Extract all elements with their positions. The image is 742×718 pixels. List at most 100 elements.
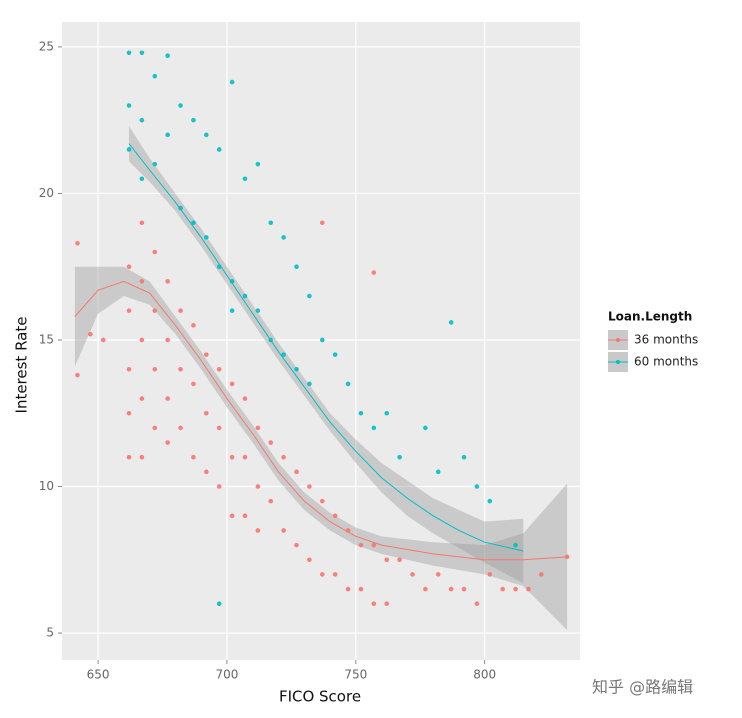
x-tick-label: 750 — [344, 668, 367, 682]
point — [242, 396, 248, 401]
point — [191, 381, 196, 387]
point — [216, 601, 222, 607]
x-axis-label: FICO Score — [279, 688, 361, 706]
legend-dot — [616, 338, 620, 342]
point — [255, 528, 261, 533]
point — [126, 366, 132, 372]
point — [294, 542, 299, 548]
point — [487, 498, 493, 504]
point — [139, 279, 145, 284]
point — [191, 323, 196, 328]
y-tick-label: 15 — [39, 332, 54, 346]
point — [165, 53, 170, 59]
point — [319, 337, 325, 343]
legend-label: 36 months — [634, 333, 698, 347]
legend-dot — [616, 360, 620, 364]
point — [100, 337, 106, 343]
point — [126, 147, 132, 152]
point — [242, 176, 248, 182]
point — [513, 542, 518, 548]
smooth-line — [74, 280, 568, 561]
point — [307, 557, 312, 563]
point — [526, 586, 531, 592]
y-tick-label: 20 — [39, 186, 54, 200]
point — [139, 454, 145, 460]
point — [294, 366, 299, 372]
y-tick-label: 10 — [39, 479, 54, 493]
point — [178, 366, 183, 372]
x-tick-label: 800 — [473, 668, 496, 682]
point — [281, 235, 286, 240]
point — [255, 161, 261, 167]
point — [178, 425, 183, 431]
point — [319, 498, 325, 504]
point — [178, 308, 183, 313]
point — [126, 410, 132, 416]
point — [332, 572, 338, 577]
point — [88, 331, 93, 337]
point — [319, 220, 325, 226]
point — [216, 425, 222, 431]
y-tick-label: 25 — [39, 39, 54, 53]
confidence-band — [74, 266, 568, 631]
point — [229, 381, 235, 387]
point — [255, 425, 261, 431]
watermark: 知乎 @路编辑 — [592, 678, 693, 697]
x-tick-label: 700 — [215, 668, 238, 682]
point — [139, 176, 145, 182]
point — [126, 454, 132, 460]
point — [371, 601, 377, 607]
point — [242, 293, 248, 299]
point — [204, 132, 209, 138]
point — [152, 161, 158, 167]
x-tick-label: 650 — [87, 668, 110, 682]
point — [345, 586, 351, 592]
point — [126, 308, 132, 313]
point — [152, 425, 158, 431]
point — [178, 103, 183, 108]
point — [307, 484, 312, 489]
point — [307, 381, 312, 387]
point — [281, 528, 286, 533]
point — [371, 542, 377, 548]
y-axis-label: Interest Rate — [13, 317, 31, 414]
point — [191, 117, 196, 123]
point — [384, 410, 390, 416]
point — [204, 235, 209, 240]
point — [152, 308, 158, 313]
point — [191, 220, 196, 226]
point — [229, 279, 235, 284]
point — [126, 264, 132, 270]
point — [513, 586, 518, 592]
point — [435, 572, 441, 577]
point — [435, 469, 441, 475]
legend-label: 60 months — [634, 355, 698, 369]
point — [216, 147, 222, 152]
point — [229, 513, 235, 519]
point — [126, 50, 132, 56]
y-tick-label: 5 — [46, 626, 54, 640]
point — [165, 337, 170, 343]
point — [229, 308, 235, 313]
point — [165, 132, 170, 138]
point — [126, 103, 132, 108]
point — [139, 396, 145, 401]
point — [487, 572, 493, 577]
point — [255, 484, 261, 489]
point — [358, 410, 364, 416]
point — [294, 469, 299, 475]
point — [474, 601, 480, 607]
point — [358, 586, 364, 592]
confidence-band — [129, 126, 524, 584]
point — [139, 117, 145, 123]
point — [448, 320, 454, 325]
point — [165, 396, 170, 401]
point — [139, 337, 145, 343]
point — [204, 469, 209, 475]
point — [204, 352, 209, 357]
point — [216, 366, 222, 372]
point — [410, 572, 415, 577]
legend-title: Loan.Length — [608, 310, 692, 324]
point — [461, 586, 467, 592]
point — [371, 425, 377, 431]
